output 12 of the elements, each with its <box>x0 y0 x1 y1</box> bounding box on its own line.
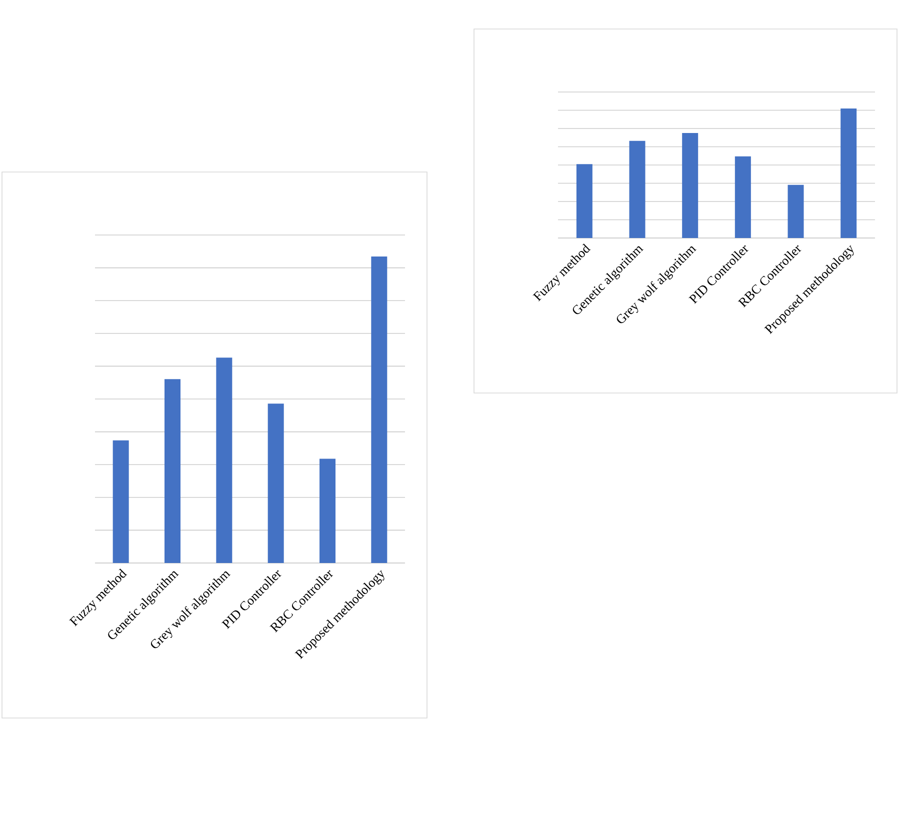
bar <box>320 458 336 563</box>
bar <box>682 133 698 238</box>
bar <box>164 379 180 563</box>
bar <box>788 184 804 238</box>
bar <box>840 108 857 238</box>
bar <box>371 256 388 563</box>
bar <box>216 358 232 563</box>
bar <box>112 440 129 563</box>
bar <box>268 404 284 563</box>
bar <box>576 164 592 238</box>
bar <box>734 156 751 238</box>
bar <box>629 140 646 238</box>
